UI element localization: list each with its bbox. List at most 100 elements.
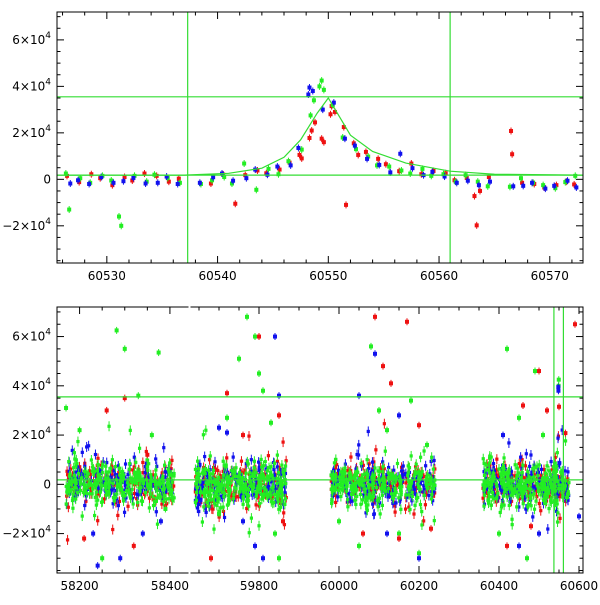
data-point — [218, 489, 221, 492]
data-point — [394, 510, 397, 513]
data-point — [560, 487, 563, 490]
data-point — [552, 184, 556, 188]
data-point — [74, 486, 77, 489]
data-point — [247, 434, 250, 437]
data-point — [381, 504, 384, 507]
data-point — [126, 505, 129, 508]
data-point — [420, 523, 423, 526]
data-point — [212, 528, 215, 531]
data-point — [518, 462, 521, 465]
data-point — [356, 471, 359, 474]
data-point-marker — [509, 127, 513, 134]
data-point — [280, 495, 283, 498]
data-point — [526, 494, 529, 497]
data-point — [567, 481, 570, 484]
data-point — [529, 497, 532, 500]
data-point — [118, 484, 121, 487]
data-point — [220, 482, 223, 485]
data-point — [195, 499, 198, 502]
data-point — [250, 485, 253, 488]
data-point — [430, 456, 433, 459]
data-point — [352, 489, 355, 492]
data-point — [76, 178, 80, 182]
data-point — [419, 456, 422, 459]
data-point — [400, 493, 403, 496]
data-point — [216, 469, 219, 472]
data-point — [233, 202, 237, 206]
data-point — [79, 489, 82, 492]
data-point — [198, 480, 201, 483]
data-point — [491, 491, 494, 494]
data-point — [500, 503, 503, 506]
data-point — [374, 448, 377, 451]
data-point — [241, 476, 244, 479]
top-panel-plot-area — [57, 12, 583, 263]
data-point — [282, 511, 285, 514]
data-point — [258, 488, 261, 491]
data-point — [176, 182, 180, 186]
data-point — [212, 481, 215, 484]
data-point — [148, 506, 151, 509]
data-point — [67, 460, 70, 463]
data-point — [211, 489, 214, 492]
data-point — [253, 460, 256, 463]
data-point — [128, 468, 131, 471]
data-point — [349, 455, 352, 458]
data-point — [289, 163, 293, 167]
bottom-panel-plot-area — [57, 307, 583, 573]
data-point — [96, 457, 99, 460]
data-point-marker — [329, 111, 333, 118]
data-point — [163, 464, 166, 467]
data-point — [96, 519, 99, 522]
data-point — [399, 169, 403, 173]
data-point — [536, 474, 539, 477]
data-point — [206, 483, 209, 486]
data-point — [521, 184, 525, 188]
data-point — [91, 487, 94, 490]
data-point — [83, 504, 86, 507]
data-point — [546, 464, 549, 467]
data-point — [508, 468, 511, 471]
data-point — [99, 483, 102, 486]
data-point — [368, 462, 371, 465]
data-point — [511, 523, 514, 526]
data-point — [223, 516, 226, 519]
season-cloud — [194, 425, 288, 537]
data-point — [472, 194, 476, 198]
data-point — [162, 446, 165, 449]
data-point — [486, 184, 490, 188]
data-point — [307, 136, 311, 140]
data-point — [116, 514, 119, 517]
data-point — [152, 504, 155, 507]
data-point — [364, 496, 367, 499]
data-point — [67, 483, 70, 486]
data-point — [404, 481, 407, 484]
data-point — [381, 494, 384, 497]
data-point — [529, 488, 532, 491]
data-point — [138, 487, 141, 490]
data-point — [255, 491, 258, 494]
data-point — [529, 453, 532, 456]
data-point — [330, 498, 333, 501]
data-point — [111, 181, 115, 185]
data-point — [133, 481, 136, 484]
data-point — [171, 481, 174, 484]
data-point — [482, 504, 485, 507]
data-point — [135, 475, 138, 478]
data-point — [555, 470, 558, 473]
data-point — [209, 494, 212, 497]
data-point — [550, 460, 553, 463]
data-point — [146, 469, 149, 472]
data-point — [235, 487, 238, 490]
y-tick-label-base: 6×10 — [12, 33, 45, 47]
data-point — [156, 181, 160, 185]
data-point — [424, 464, 427, 467]
data-point — [365, 472, 368, 475]
data-point — [251, 475, 254, 478]
y-tick-label: 4×104 — [12, 77, 51, 93]
data-point — [277, 500, 280, 503]
data-point — [284, 465, 287, 468]
data-point-marker — [356, 151, 360, 158]
data-point — [528, 465, 531, 468]
